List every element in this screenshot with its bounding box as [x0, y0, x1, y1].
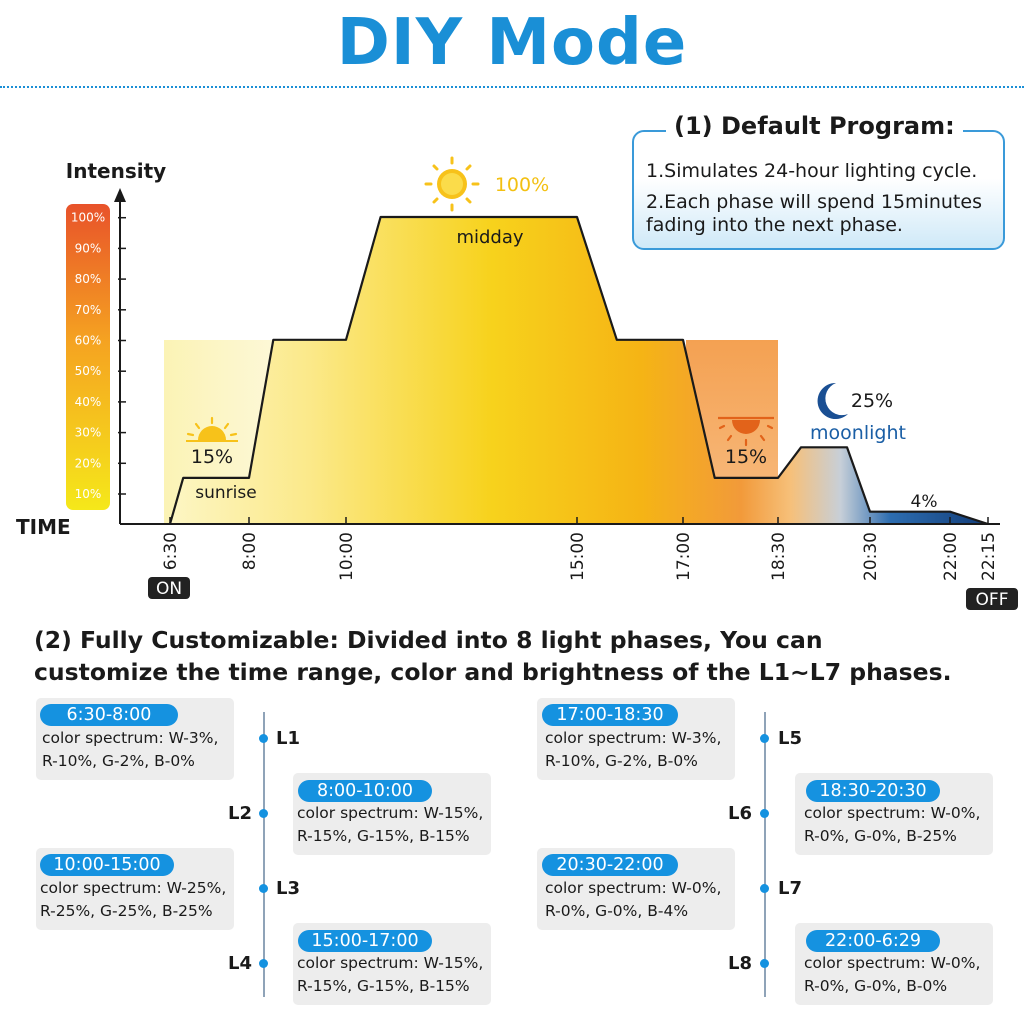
x-tick-label: 22:00: [941, 532, 961, 581]
phase-spectrum-l2-b: R-15%, G-15%, B-15%: [297, 827, 470, 845]
phase-spectrum-l7-a: color spectrum: W-0%,: [545, 879, 722, 897]
default-program-box: [632, 130, 1005, 250]
phase-spectrum-l6-a: color spectrum: W-0%,: [804, 804, 981, 822]
phase-time-l1: 6:30-8:00: [40, 704, 178, 726]
sun-icon: [424, 156, 480, 212]
x-tick-label: 8:00: [240, 532, 260, 570]
phase-label-l8: L8: [728, 953, 752, 974]
phase-label-l1: L1: [276, 728, 300, 749]
y-axis-arrow: [114, 188, 126, 202]
phase-label-l2: L2: [228, 803, 252, 824]
phase-time-l4: 15:00-17:00: [298, 930, 432, 952]
phase-time-l6: 18:30-20:30: [806, 780, 940, 802]
annotation-sunrise: sunrise: [195, 483, 256, 503]
timeline-dot-l7: [760, 884, 769, 893]
phase-time-l3: 10:00-15:00: [40, 854, 174, 876]
annotation-100: 100%: [495, 174, 549, 196]
y-tick-label: 10%: [75, 487, 102, 501]
y-tick-label: 80%: [75, 272, 102, 286]
default-program-line-1: 1.Simulates 24-hour lighting cycle.: [646, 160, 978, 182]
phase-spectrum-l8-b: R-0%, G-0%, B-0%: [804, 977, 948, 995]
timeline-dot-l8: [760, 959, 769, 968]
phase-time-l8: 22:00-6:29: [806, 930, 940, 952]
phase-spectrum-l3-a: color spectrum: W-25%,: [40, 879, 227, 897]
annotation-moonlight: moonlight: [810, 422, 906, 444]
x-tick-label: 20:30: [861, 532, 881, 581]
customizable-heading-line-2: customize the time range, color and brig…: [34, 658, 952, 686]
y-tick-label: 30%: [75, 426, 102, 440]
phase-label-l4: L4: [228, 953, 252, 974]
x-tick-label: 22:15: [979, 532, 999, 581]
sunrise-icon: [186, 416, 238, 442]
phase-spectrum-l1-a: color spectrum: W-3%,: [42, 729, 219, 747]
timeline-right: [764, 712, 766, 997]
timeline-dot-l1: [259, 734, 268, 743]
phase-label-l5: L5: [778, 728, 802, 749]
page-title: DIY Mode: [336, 6, 688, 80]
timeline-dot-l6: [760, 809, 769, 818]
phase-label-l7: L7: [778, 878, 802, 899]
intensity-chart: 10% 20% 30% 40% 50% 60% 70% 80% 90% 100% Intensit…: [16, 156, 1018, 610]
default-program-line-2: 2.Each phase will spend 15minutes: [646, 191, 982, 213]
y-tick-label: 20%: [75, 456, 102, 470]
timeline-left: [263, 712, 265, 997]
x-tick-label: 15:00: [568, 532, 588, 581]
y-axis-label: Intensity: [66, 159, 166, 183]
annotation-4: 4%: [911, 492, 938, 512]
phase-spectrum-l4-b: R-15%, G-15%, B-15%: [297, 977, 470, 995]
timeline-dot-l4: [259, 959, 268, 968]
moon-icon: [817, 382, 848, 419]
y-tick-label: 90%: [75, 241, 102, 255]
phase-spectrum-l5-b: R-10%, G-2%, B-0%: [545, 752, 698, 770]
default-program-line-3: fading into the next phase.: [646, 214, 903, 236]
y-tick-label: 50%: [75, 364, 102, 378]
sunset-icon: [718, 416, 774, 447]
customizable-heading-line-1: (2) Fully Customizable: Divided into 8 l…: [34, 626, 823, 654]
off-badge: [966, 588, 1018, 610]
x-tick-label: 17:00: [674, 532, 694, 581]
phase-spectrum-l8-a: color spectrum: W-0%,: [804, 954, 981, 972]
x-tick-label: 18:30: [769, 532, 789, 581]
on-badge: [148, 577, 190, 599]
y-tick-label: 40%: [75, 395, 102, 409]
y-tick-label: 60%: [75, 334, 102, 348]
phase-spectrum-l5-a: color spectrum: W-3%,: [545, 729, 722, 747]
default-program-title: (1) Default Program:: [666, 112, 963, 140]
x-axis-label: TIME: [16, 515, 71, 539]
intensity-scale-bar: [66, 204, 110, 510]
timeline-dot-l3: [259, 884, 268, 893]
off-badge-label: OFF: [976, 590, 1009, 610]
phase-time-l2: 8:00-10:00: [298, 780, 432, 802]
annotation-midday: midday: [456, 227, 523, 248]
y-tick-label: 100%: [71, 211, 105, 225]
intensity-line: [168, 215, 989, 526]
phase-spectrum-l3-b: R-25%, G-25%, B-25%: [40, 902, 213, 920]
phase-label-l6: L6: [728, 803, 752, 824]
phase-spectrum-l2-a: color spectrum: W-15%,: [297, 804, 484, 822]
y-tick-label: 70%: [75, 303, 102, 317]
phase-spectrum-l6-b: R-0%, G-0%, B-25%: [804, 827, 957, 845]
annotation-15: 15%: [725, 446, 767, 468]
intensity-area: [170, 217, 988, 524]
phase-time-l7: 20:30-22:00: [542, 854, 678, 876]
phase-spectrum-l4-a: color spectrum: W-15%,: [297, 954, 484, 972]
title-divider: [0, 86, 1024, 88]
phase-spectrum-l1-b: R-10%, G-2%, B-0%: [42, 752, 195, 770]
x-tick-label: 6:30: [161, 532, 181, 570]
on-badge-label: ON: [156, 579, 182, 599]
phase-label-l3: L3: [276, 878, 300, 899]
timeline-dot-l5: [760, 734, 769, 743]
x-tick-label: 10:00: [337, 532, 357, 581]
annotation-25: 25%: [851, 390, 893, 412]
customizable-heading: (2) Fully Customizable: Divided into 8 l…: [34, 624, 1014, 688]
timeline-dot-l2: [259, 809, 268, 818]
phase-spectrum-l7-b: R-0%, G-0%, B-4%: [545, 902, 689, 920]
annotation-15: 15%: [191, 446, 233, 468]
phase-time-l5: 17:00-18:30: [542, 704, 678, 726]
